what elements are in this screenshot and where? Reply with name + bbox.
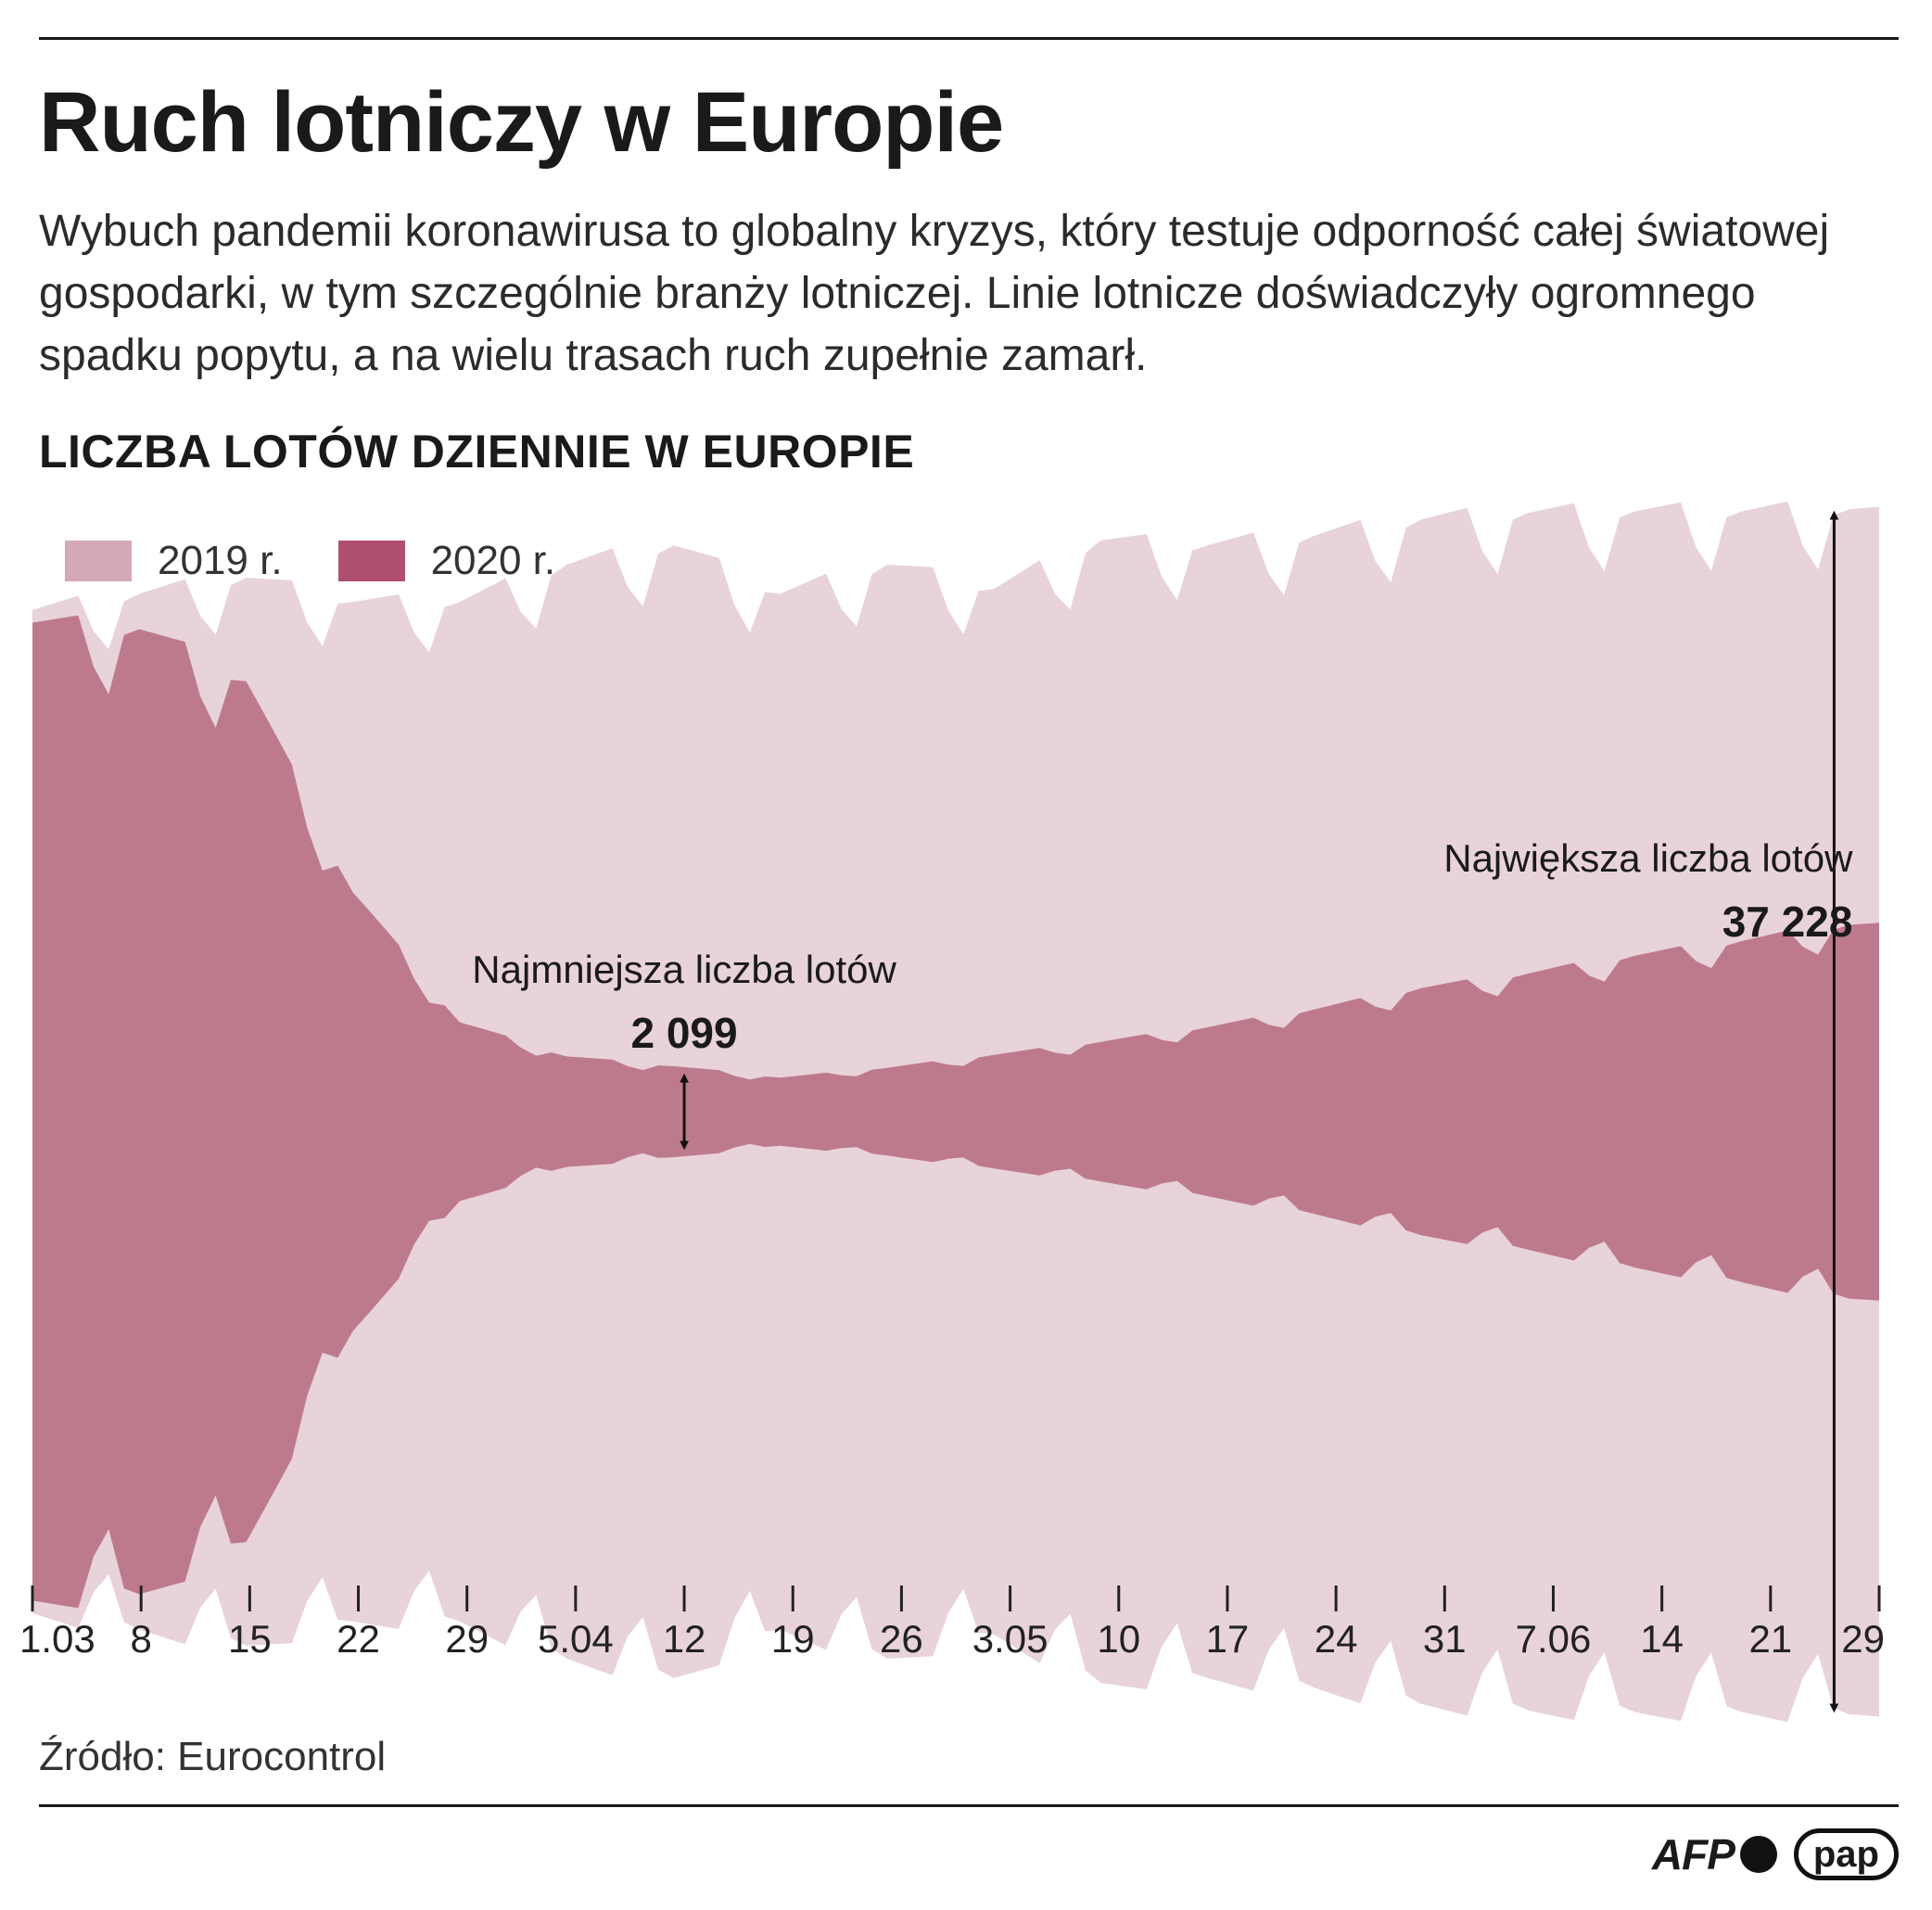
legend-label-2020: 2020 r.: [430, 538, 556, 583]
min-annotation-label: Najmniejsza liczba lotów: [472, 948, 896, 991]
bottom-rule: [39, 1804, 1899, 1807]
x-tick-label: 1.03: [19, 1617, 95, 1661]
agency-logos: AFP pap: [1652, 1828, 1899, 1880]
page-title: Ruch lotniczy w Europie: [39, 75, 1004, 170]
x-tick-label: 7.06: [1516, 1617, 1592, 1661]
legend-item-2019: 2019 r.: [65, 538, 283, 584]
pap-logo: pap: [1793, 1828, 1899, 1880]
legend-swatch-2019: [65, 541, 132, 581]
top-rule: [39, 37, 1899, 40]
x-tick-label: 31: [1423, 1617, 1467, 1661]
afp-dot-icon: [1739, 1836, 1777, 1873]
legend-label-2019: 2019 r.: [158, 538, 283, 583]
legend-swatch-2020: [337, 541, 405, 581]
chart-legend: 2019 r. 2020 r.: [65, 538, 611, 584]
max-annotation-label: Największa liczba lotów: [1443, 836, 1853, 880]
legend-item-2020: 2020 r.: [337, 538, 556, 584]
x-tick-label: 21: [1748, 1617, 1792, 1661]
streamgraph-chart: 1.03 8 15 22 29 5.04 12 19 26 3.05 10 17 24 31 7.06 14 2…: [19, 501, 1885, 1723]
chart-title: LICZBA LOTÓW DZIENNIE W EUROPIE: [39, 426, 915, 478]
x-tick-label: 12: [663, 1617, 706, 1661]
max-annotation-value: 37 228: [1722, 898, 1853, 946]
min-annotation-value: 2 099: [630, 1009, 737, 1057]
x-tick-label: 17: [1206, 1617, 1250, 1661]
x-tick-label: 5.04: [538, 1617, 614, 1661]
x-tick-label: 22: [337, 1617, 380, 1661]
area-2020: [32, 615, 1879, 1609]
x-tick-label: 8: [130, 1617, 151, 1661]
intro-text: Wybuch pandemii koronawirusa to globalny…: [39, 207, 1830, 380]
x-tick-label: 29: [445, 1617, 489, 1661]
afp-logo: AFP: [1651, 1830, 1735, 1878]
x-tick-label: 24: [1315, 1617, 1358, 1661]
x-tick-label: 3.05: [972, 1617, 1049, 1661]
source-note: Źródło: Eurocontrol: [39, 1734, 387, 1779]
x-tick-label: 19: [771, 1617, 815, 1661]
x-tick-label: 10: [1097, 1617, 1140, 1661]
x-tick-label: 29: [1841, 1617, 1885, 1661]
x-tick-label: 14: [1640, 1617, 1684, 1661]
x-tick-label: 15: [228, 1617, 272, 1661]
x-tick-label: 26: [880, 1617, 923, 1661]
